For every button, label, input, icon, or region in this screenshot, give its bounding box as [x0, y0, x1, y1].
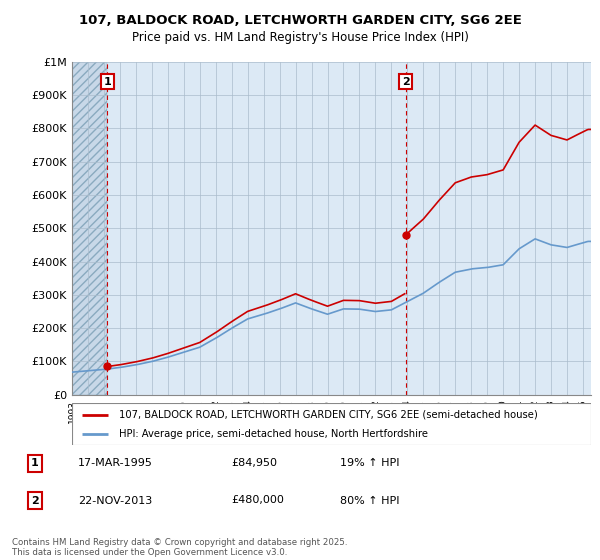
Text: 22-NOV-2013: 22-NOV-2013	[78, 496, 152, 506]
Text: 2: 2	[402, 77, 410, 87]
Text: 80% ↑ HPI: 80% ↑ HPI	[340, 496, 400, 506]
Text: £480,000: £480,000	[231, 496, 284, 506]
Text: Contains HM Land Registry data © Crown copyright and database right 2025.
This d: Contains HM Land Registry data © Crown c…	[12, 538, 347, 557]
Text: 107, BALDOCK ROAD, LETCHWORTH GARDEN CITY, SG6 2EE: 107, BALDOCK ROAD, LETCHWORTH GARDEN CIT…	[79, 14, 521, 27]
FancyBboxPatch shape	[72, 403, 591, 445]
Text: 1: 1	[103, 77, 111, 87]
Text: Price paid vs. HM Land Registry's House Price Index (HPI): Price paid vs. HM Land Registry's House …	[131, 31, 469, 44]
Text: 17-MAR-1995: 17-MAR-1995	[78, 459, 153, 468]
Text: HPI: Average price, semi-detached house, North Hertfordshire: HPI: Average price, semi-detached house,…	[119, 429, 428, 439]
Text: 107, BALDOCK ROAD, LETCHWORTH GARDEN CITY, SG6 2EE (semi-detached house): 107, BALDOCK ROAD, LETCHWORTH GARDEN CIT…	[119, 409, 538, 419]
Text: 2: 2	[31, 496, 39, 506]
Text: £84,950: £84,950	[231, 459, 277, 468]
Text: 1: 1	[31, 459, 39, 468]
Text: 19% ↑ HPI: 19% ↑ HPI	[340, 459, 400, 468]
